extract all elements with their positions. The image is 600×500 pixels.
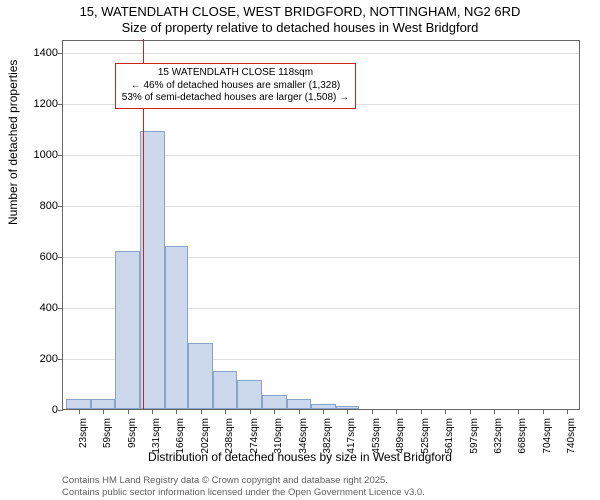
x-tick-mark [518, 409, 519, 414]
x-tick-mark [567, 409, 568, 414]
x-tick-label: 166sqm [175, 418, 186, 458]
x-tick-label: 525sqm [420, 418, 431, 458]
x-tick-label: 382sqm [322, 418, 333, 458]
annotation-box: 15 WATENDLATH CLOSE 118sqm← 46% of detac… [115, 63, 356, 109]
y-tick-label: 400 [40, 302, 58, 314]
x-tick-label: 740sqm [566, 418, 577, 458]
histogram-bar [91, 399, 116, 409]
x-tick-label: 561sqm [444, 418, 455, 458]
histogram-bar [287, 399, 312, 409]
annotation-line: 53% of semi-detached houses are larger (… [122, 92, 349, 105]
y-tick-mark [58, 206, 63, 207]
y-tick-mark [58, 104, 63, 105]
x-tick-mark [494, 409, 495, 414]
x-tick-mark [543, 409, 544, 414]
x-tick-mark [323, 409, 324, 414]
x-tick-mark [421, 409, 422, 414]
y-tick-label: 1000 [34, 149, 58, 161]
histogram-bar [237, 380, 262, 409]
x-tick-label: 310sqm [273, 418, 284, 458]
x-tick-label: 704sqm [542, 418, 553, 458]
x-tick-mark [79, 409, 80, 414]
gridline [63, 53, 579, 54]
x-tick-label: 346sqm [298, 418, 309, 458]
y-tick-label: 800 [40, 200, 58, 212]
y-tick-mark [58, 257, 63, 258]
x-tick-mark [372, 409, 373, 414]
y-tick-label: 0 [52, 404, 58, 416]
x-tick-label: 632sqm [493, 418, 504, 458]
x-tick-label: 489sqm [395, 418, 406, 458]
y-tick-mark [58, 155, 63, 156]
y-tick-label: 200 [40, 353, 58, 365]
y-tick-mark [58, 359, 63, 360]
x-tick-mark [445, 409, 446, 414]
x-tick-mark [201, 409, 202, 414]
y-tick-mark [58, 53, 63, 54]
y-tick-label: 600 [40, 251, 58, 263]
x-tick-label: 131sqm [151, 418, 162, 458]
y-tick-label: 1200 [34, 98, 58, 110]
x-tick-label: 23sqm [78, 418, 89, 458]
annotation-line: 15 WATENDLATH CLOSE 118sqm [122, 67, 349, 80]
x-tick-mark [396, 409, 397, 414]
license-line-2: Contains public sector information licen… [62, 487, 425, 498]
x-tick-mark [176, 409, 177, 414]
chart-title-sub: Size of property relative to detached ho… [0, 20, 600, 35]
chart-title-main: 15, WATENDLATH CLOSE, WEST BRIDGFORD, NO… [0, 4, 600, 19]
y-tick-mark [58, 308, 63, 309]
x-tick-label: 202sqm [200, 418, 211, 458]
annotation-line: ← 46% of detached houses are smaller (1,… [122, 80, 349, 93]
x-tick-mark [225, 409, 226, 414]
histogram-bar [165, 246, 189, 409]
license-line-1: Contains HM Land Registry data © Crown c… [62, 475, 388, 486]
plot-area: 15 WATENDLATH CLOSE 118sqm← 46% of detac… [62, 40, 580, 410]
x-tick-label: 95sqm [127, 418, 138, 458]
x-tick-mark [470, 409, 471, 414]
x-tick-label: 453sqm [371, 418, 382, 458]
x-tick-label: 274sqm [249, 418, 260, 458]
x-tick-mark [250, 409, 251, 414]
x-tick-label: 668sqm [517, 418, 528, 458]
x-tick-label: 59sqm [102, 418, 113, 458]
y-tick-label: 1400 [34, 47, 58, 59]
x-tick-mark [299, 409, 300, 414]
histogram-bar [336, 406, 360, 409]
histogram-bar [66, 399, 91, 409]
x-tick-mark [128, 409, 129, 414]
x-tick-label: 238sqm [224, 418, 235, 458]
x-tick-mark [103, 409, 104, 414]
x-tick-mark [152, 409, 153, 414]
histogram-bar [115, 251, 140, 409]
x-tick-mark [274, 409, 275, 414]
y-axis-label: Number of detached properties [6, 60, 20, 225]
chart-container: 15, WATENDLATH CLOSE, WEST BRIDGFORD, NO… [0, 0, 600, 500]
y-tick-mark [58, 410, 63, 411]
histogram-bar [262, 395, 287, 409]
x-tick-mark [347, 409, 348, 414]
x-tick-label: 417sqm [346, 418, 357, 458]
histogram-bar [213, 371, 238, 409]
histogram-bar [311, 404, 336, 409]
x-tick-label: 597sqm [469, 418, 480, 458]
histogram-bar [188, 343, 213, 409]
